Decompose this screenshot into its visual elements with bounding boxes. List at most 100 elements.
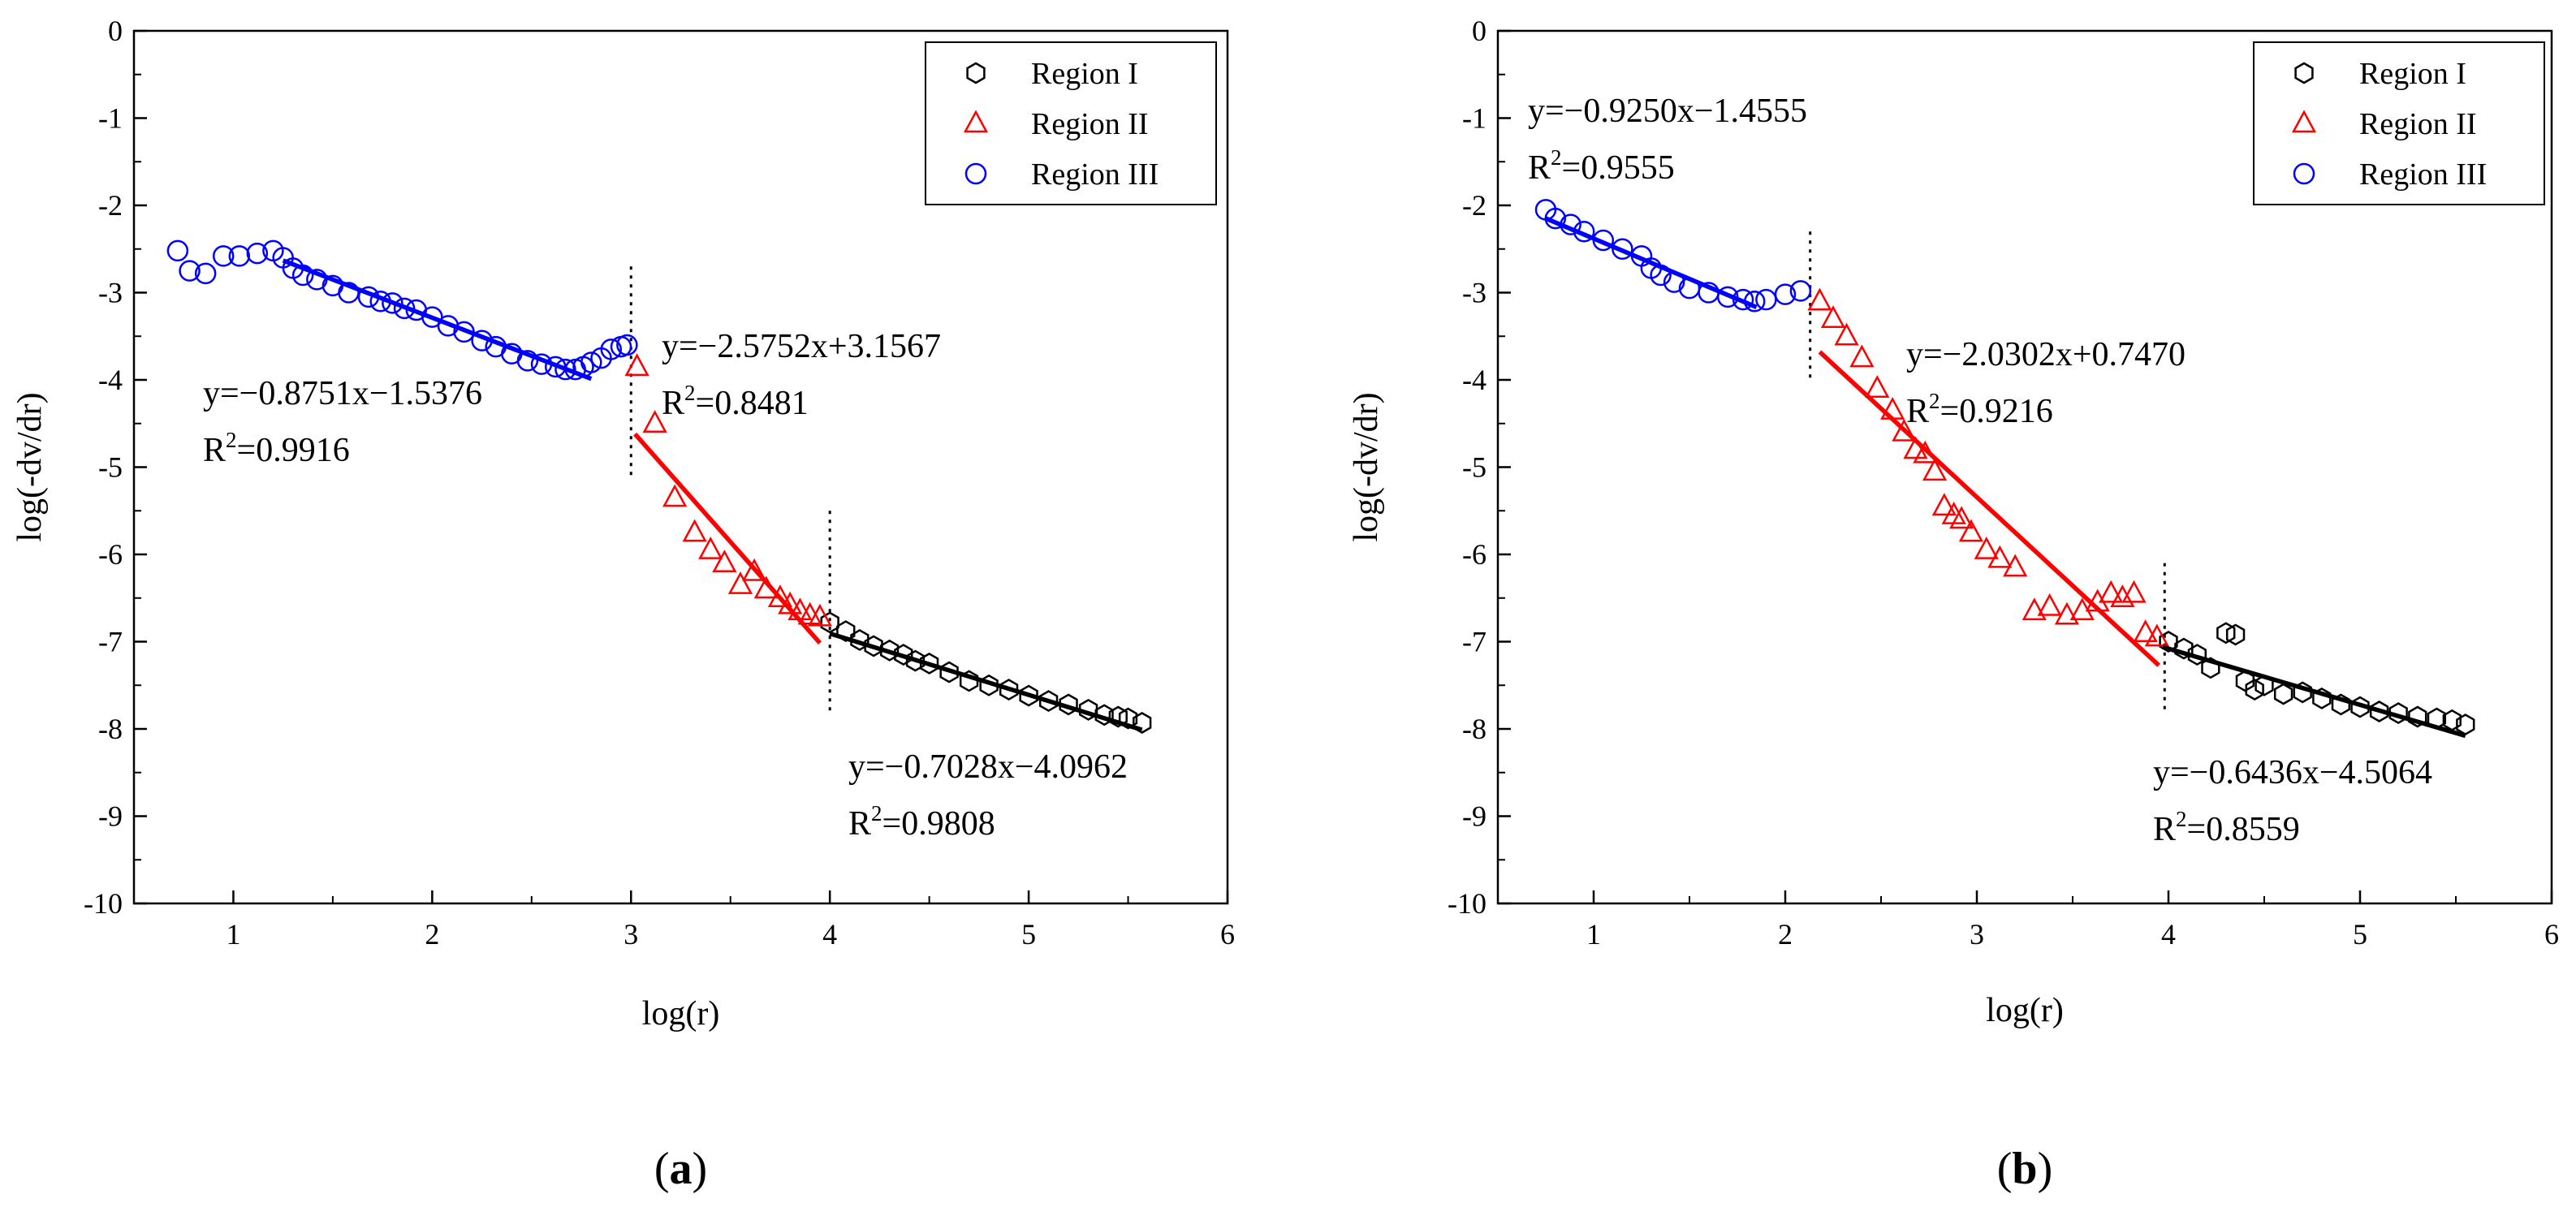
legend-marker [964, 162, 987, 185]
data-point [554, 358, 576, 381]
data-point [600, 338, 623, 360]
data-point [880, 639, 900, 662]
x-axis-label: log(r) [642, 995, 720, 1032]
y-tick-label: -5 [1462, 451, 1486, 484]
x-tick-label: 6 [1220, 918, 1235, 951]
x-tick-label: 1 [226, 918, 240, 951]
y-tick-label: -9 [98, 800, 123, 833]
data-point [338, 282, 360, 304]
data-point [2003, 554, 2028, 577]
fit-line-region-i [2162, 644, 2466, 739]
y-axis-label: log(-dv/dr) [1348, 392, 1385, 541]
data-point [712, 550, 737, 572]
y-tick-label: -4 [98, 364, 123, 396]
x-tick-label: 2 [1778, 918, 1793, 951]
data-point [2388, 702, 2408, 725]
series-region-ii [1807, 287, 2169, 647]
data-point [836, 620, 856, 643]
data-point [2054, 601, 2080, 625]
series-region-i [2159, 622, 2475, 736]
data-point [1078, 698, 1098, 721]
data-point [1892, 418, 1917, 442]
data-point [624, 353, 649, 377]
data-point [516, 350, 539, 372]
fit-line-region-ii [1818, 350, 2161, 667]
data-point [767, 584, 793, 607]
r-squared-value: =0.9555 [1562, 149, 1675, 187]
legend-entry: Region I [2359, 57, 2466, 91]
data-point [820, 611, 839, 634]
data-point [1755, 288, 1777, 311]
data-point [228, 245, 251, 267]
data-point [1834, 322, 1859, 346]
data-point [2121, 580, 2147, 603]
r-squared-symbol: R [2153, 811, 2176, 848]
fit-equation: y=−0.7028x−4.0962 [848, 748, 1128, 786]
data-point [194, 262, 217, 285]
legend-entry: Region II [2359, 107, 2477, 141]
panel-label: (a) [654, 1144, 707, 1194]
series-region-iii [166, 239, 638, 381]
fit-r-squared: R2=0.9808 [848, 801, 995, 843]
y-tick-label: -2 [98, 189, 123, 222]
r-squared-symbol: R [662, 385, 684, 422]
data-point [919, 652, 939, 675]
data-point [246, 242, 269, 265]
data-point [1807, 287, 1832, 311]
legend-marker [2294, 62, 2314, 84]
x-tick-label: 2 [425, 918, 439, 951]
data-point [1789, 280, 1812, 302]
r-squared-exponent: 2 [1551, 145, 1562, 170]
data-point [2037, 593, 2062, 616]
data-point [1849, 344, 1875, 368]
data-point [1958, 519, 1984, 542]
fit-r-squared: R2=0.8481 [662, 381, 809, 422]
data-point [2022, 597, 2047, 621]
r-squared-exponent: 2 [684, 381, 696, 405]
panel-a: 1 2 3 4 5 6 0 -1 -2 -3 -4 -5 -6 -7 -8 -9 -10 log(r) log(-d… [11, 15, 1235, 1194]
panel-label-open-paren: ( [1997, 1144, 2013, 1194]
x-tick-label: 6 [2544, 918, 2559, 951]
y-tick-label: -5 [98, 451, 123, 484]
series-region-iii [1534, 199, 1812, 313]
data-point [662, 484, 688, 507]
y-tick-label: -6 [98, 538, 123, 571]
fit-line-region-iii [1544, 216, 1758, 309]
data-point [616, 334, 638, 356]
panel-label-open-paren: ( [654, 1144, 670, 1194]
legend-marker [2293, 162, 2315, 185]
data-point [166, 239, 189, 262]
panel-label-letter: b [2012, 1144, 2037, 1194]
legend-entry: Region I [1031, 57, 1138, 91]
data-point [1133, 712, 1152, 734]
data-point [864, 635, 883, 657]
data-point [1880, 397, 1905, 420]
data-point [393, 297, 416, 320]
y-tick-label: -4 [1462, 364, 1486, 396]
data-point [179, 260, 201, 282]
fit-r-squared: R2=0.9555 [1528, 145, 1675, 187]
fit-equation: y=−2.5752x+3.1567 [662, 328, 941, 365]
legend-marker [2291, 110, 2317, 133]
y-tick-label: -9 [1462, 800, 1486, 833]
y-tick-label: -10 [84, 887, 123, 920]
data-point [2235, 670, 2255, 692]
data-point [2110, 584, 2135, 607]
data-point [2216, 622, 2236, 644]
panel-label: (b) [1997, 1144, 2052, 1194]
y-tick-label: -8 [1462, 713, 1486, 745]
data-point [1865, 375, 1890, 398]
y-tick-label: -10 [1448, 887, 1486, 920]
panel-label-close-paren: ) [693, 1144, 708, 1194]
x-tick-label: 4 [822, 918, 837, 951]
x-tick-label: 3 [1970, 918, 1984, 951]
x-tick-label: 5 [2353, 918, 2367, 951]
y-tick-label: -3 [98, 277, 123, 309]
fit-line-region-i [829, 631, 1143, 732]
legend-entry: Region II [1031, 107, 1149, 141]
data-point [2273, 683, 2293, 705]
x-tick-label: 3 [624, 918, 638, 951]
r-squared-exponent: 2 [2176, 807, 2187, 831]
data-point [807, 603, 833, 627]
